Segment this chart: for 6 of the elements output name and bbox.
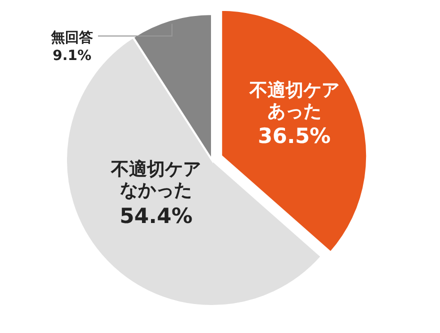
slice-label: 不適切ケアなかった xyxy=(110,159,202,202)
slice-label: 不適切ケアあった xyxy=(248,80,340,122)
data-label: 54.4% xyxy=(118,204,194,228)
slice-label: 無回答 xyxy=(51,30,93,46)
data-label: 9.1% xyxy=(52,48,92,64)
data-label: 36.5% xyxy=(256,124,332,148)
